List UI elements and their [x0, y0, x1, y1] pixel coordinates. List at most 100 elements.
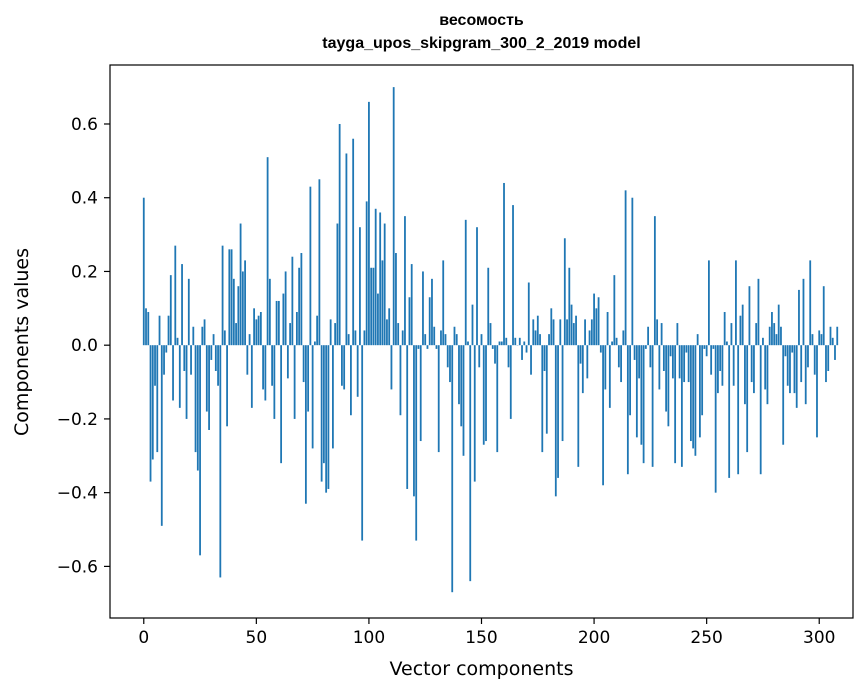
bar [586, 345, 589, 379]
bar [214, 345, 217, 371]
bar [318, 179, 321, 346]
bar [298, 267, 301, 346]
bar [201, 326, 204, 346]
bar [671, 345, 674, 379]
bar [588, 330, 591, 346]
bar [575, 315, 577, 346]
bar [593, 293, 595, 346]
bar [689, 345, 692, 442]
bar [635, 345, 638, 438]
bar [417, 345, 420, 349]
bar [762, 337, 764, 346]
y-tick-label: 0.6 [71, 115, 98, 135]
bar [365, 201, 368, 346]
bar [395, 253, 397, 346]
bar [699, 345, 701, 438]
bar [172, 345, 174, 401]
bar [433, 326, 436, 346]
bar [293, 345, 296, 419]
bar [748, 286, 751, 346]
bar [665, 345, 668, 412]
bar [642, 345, 645, 464]
bar [431, 278, 433, 346]
bar [820, 334, 823, 346]
bar [662, 345, 665, 371]
bar [728, 345, 731, 478]
bar [196, 345, 199, 471]
bar [253, 308, 255, 346]
bar [563, 238, 566, 346]
bar [825, 345, 827, 383]
bar [271, 345, 274, 386]
bar [708, 260, 710, 346]
bar [176, 337, 179, 346]
bar [572, 323, 575, 346]
bar [617, 345, 620, 368]
bar [719, 345, 722, 371]
bar [228, 249, 231, 346]
bar [192, 326, 195, 346]
bar [235, 323, 237, 346]
bar [329, 319, 332, 346]
bar [151, 345, 154, 460]
bar [570, 304, 573, 346]
bar [210, 345, 213, 360]
bar [390, 345, 393, 390]
bar [766, 345, 769, 405]
bar [521, 345, 523, 360]
bar [813, 345, 816, 375]
bar [244, 260, 246, 346]
bar [822, 286, 825, 346]
bar [768, 326, 771, 346]
y-tick-label: −0.2 [57, 410, 98, 430]
bar [836, 326, 839, 346]
bar [246, 345, 249, 375]
bar [746, 345, 749, 453]
bar [647, 326, 650, 346]
bar [350, 345, 352, 416]
bar [304, 345, 307, 504]
bar [455, 334, 458, 346]
bar [595, 308, 598, 346]
bar [471, 304, 474, 346]
bar [827, 345, 830, 371]
bar [361, 345, 364, 541]
bar [332, 345, 334, 449]
bar [352, 138, 355, 346]
bar [676, 323, 679, 346]
bar [325, 345, 328, 493]
bar [217, 345, 219, 386]
bar [467, 341, 469, 346]
bar [500, 341, 503, 346]
bar [255, 319, 258, 346]
bar [147, 312, 150, 346]
bar [750, 345, 753, 383]
x-tick-label: 0 [138, 628, 149, 648]
bar [428, 297, 431, 346]
bar [712, 345, 715, 349]
x-tick-label: 200 [578, 628, 610, 648]
bar [311, 345, 314, 449]
bar [726, 341, 728, 346]
bar [604, 345, 607, 390]
bar [710, 345, 713, 375]
bar [426, 345, 429, 349]
bar [289, 323, 292, 346]
bar [185, 345, 188, 419]
bar [692, 345, 695, 449]
bar [286, 345, 289, 379]
x-axis-label: Vector components [389, 658, 574, 680]
bar [678, 345, 681, 379]
bar [291, 256, 294, 346]
bar [181, 264, 183, 346]
bar [732, 345, 735, 386]
bar [737, 345, 740, 475]
bar [149, 345, 152, 482]
bar [476, 227, 478, 346]
x-tick-label: 300 [803, 628, 835, 648]
bar [518, 337, 521, 346]
bar [275, 300, 278, 346]
bar [723, 312, 726, 346]
bar [223, 330, 226, 346]
